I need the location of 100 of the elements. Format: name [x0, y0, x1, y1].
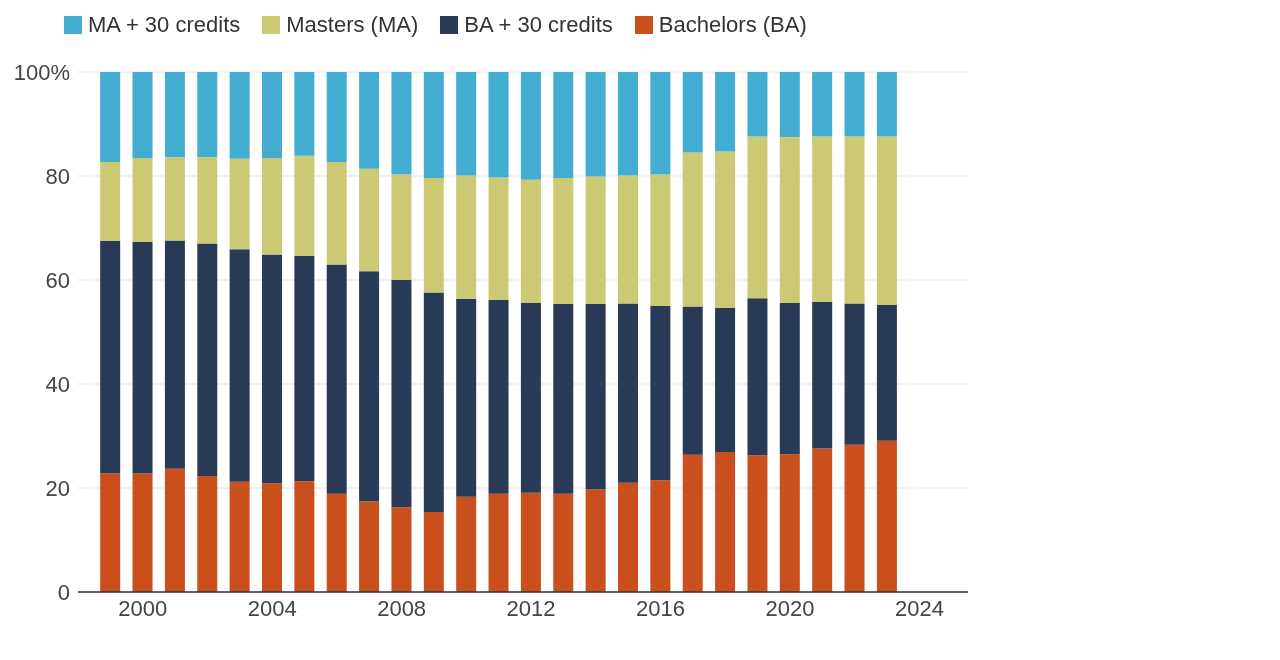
bar [391, 280, 412, 508]
bar [294, 155, 315, 257]
bar [650, 480, 671, 592]
bar [553, 178, 574, 304]
bar [488, 299, 509, 494]
bar [520, 179, 541, 303]
bar [164, 72, 185, 158]
x-tick-label: 2024 [894, 595, 944, 621]
bar [132, 158, 153, 243]
bar [456, 298, 477, 497]
bar [779, 72, 800, 137]
bar [844, 72, 865, 137]
bar [100, 241, 121, 474]
legend-label: BA + 30 credits [464, 12, 613, 38]
bar [423, 511, 444, 592]
bar [682, 454, 703, 592]
bar [391, 72, 412, 175]
bar [229, 158, 250, 250]
bar [359, 168, 380, 272]
bar [520, 72, 541, 180]
bar [553, 303, 574, 494]
bar [197, 476, 218, 592]
bar [682, 152, 703, 307]
bar [747, 455, 768, 592]
bar [585, 72, 606, 177]
bar [229, 72, 250, 159]
bar [100, 473, 121, 592]
bar [456, 496, 477, 592]
y-tick-label: 80 [45, 163, 70, 189]
bar [197, 72, 218, 158]
bar [262, 254, 282, 484]
bar [164, 157, 185, 241]
x-tick-label: 2020 [765, 595, 815, 621]
bar [294, 72, 315, 156]
y-tick-label: 40 [45, 371, 70, 397]
y-tick-label: 100% [13, 59, 70, 85]
bar [262, 72, 282, 159]
bar [488, 72, 509, 178]
bar [876, 304, 897, 441]
legend-label: Bachelors (BA) [658, 12, 807, 38]
bar [100, 161, 121, 241]
bar [164, 240, 185, 469]
bar [520, 492, 541, 592]
bar [650, 72, 671, 175]
bar [359, 501, 380, 592]
bar [585, 176, 606, 304]
bar [229, 481, 250, 592]
bar [132, 72, 153, 159]
bar [844, 444, 865, 592]
bar [553, 72, 574, 179]
x-tick-label: 2008 [377, 595, 427, 621]
legend-label: MA + 30 credits [88, 12, 241, 38]
bar [876, 72, 897, 137]
bar [779, 302, 800, 455]
x-tick-label: 2016 [636, 595, 686, 621]
x-tick-label: 2012 [506, 595, 556, 621]
bar [812, 72, 833, 137]
bar [682, 72, 703, 153]
bar [715, 72, 736, 152]
bar [715, 452, 736, 592]
bar [456, 175, 477, 299]
bar [326, 161, 347, 265]
bar [132, 473, 153, 592]
bar [812, 136, 833, 302]
bar [488, 177, 509, 300]
bar [229, 249, 250, 482]
bar [391, 174, 412, 280]
bar [326, 72, 347, 162]
bar [747, 72, 768, 137]
bar [456, 72, 477, 176]
bar [715, 308, 736, 453]
bar [326, 493, 347, 592]
bar [391, 507, 412, 592]
bar [294, 481, 315, 592]
bar [520, 302, 541, 493]
bar [359, 271, 380, 502]
bar [618, 303, 638, 483]
x-tick-label: 2004 [247, 595, 297, 621]
bar [423, 292, 444, 512]
bar [488, 493, 509, 592]
bar [876, 440, 897, 592]
bar [262, 483, 282, 592]
bar [844, 303, 865, 445]
bar [197, 243, 218, 477]
bar [585, 489, 606, 592]
bar [618, 175, 638, 304]
bar [779, 454, 800, 592]
bar [779, 137, 800, 303]
bar [618, 72, 638, 176]
bar [844, 136, 865, 304]
bar [326, 264, 347, 494]
bar [132, 242, 153, 474]
bar [876, 136, 897, 305]
bar [359, 72, 380, 169]
bar [747, 136, 768, 299]
bar [262, 158, 282, 255]
x-tick-label: 2000 [118, 595, 168, 621]
bar [164, 468, 185, 592]
bar [100, 72, 121, 162]
bar [553, 493, 574, 592]
